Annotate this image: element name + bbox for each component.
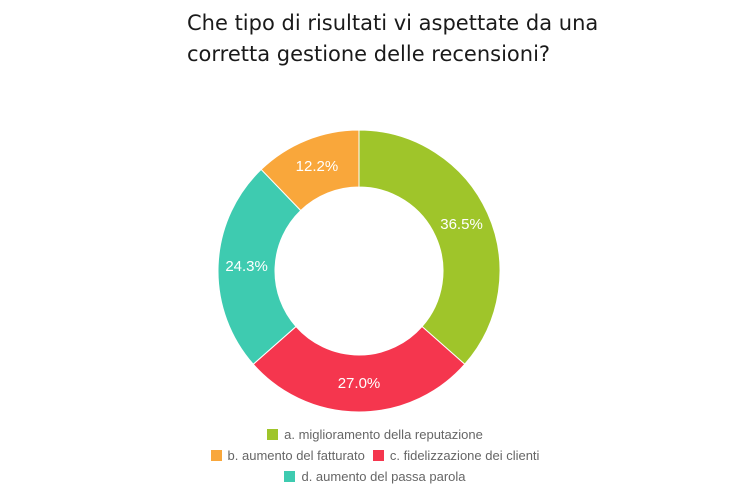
- legend-label: b. aumento del fatturato: [227, 448, 365, 463]
- legend-row-2: b. aumento del fatturato c. fidelizzazion…: [0, 445, 750, 466]
- chart-title: Che tipo di risultati vi aspettate da un…: [187, 8, 707, 70]
- donut-labels: 36.5% 27.0% 24.3% 12.2%: [225, 158, 482, 392]
- legend-swatch: [210, 450, 222, 461]
- donut-slice-fidelizzazione-dei-clienti[interactable]: [252, 325, 466, 413]
- donut-slice-aumento-del-passa-parola[interactable]: [217, 168, 302, 365]
- legend-swatch: [372, 450, 384, 461]
- donut-label-aumento-del-fatturato: 12.2%: [296, 158, 339, 175]
- legend-swatch: [284, 471, 296, 482]
- chart-title-line-2: corretta gestione delle recensioni?: [187, 42, 551, 66]
- donut-label-fidelizzazione-dei-clienti: 27.0%: [338, 375, 381, 392]
- legend-item-miglioramento-della-reputazione[interactable]: a. miglioramento della reputazione: [267, 427, 483, 442]
- donut-label-miglioramento-della-reputazione: 36.5%: [440, 216, 483, 233]
- legend-label: a. miglioramento della reputazione: [284, 427, 483, 442]
- chart-legend: a. miglioramento della reputazione b. aum…: [0, 424, 750, 487]
- donut-slices: [217, 129, 501, 413]
- legend-item-aumento-del-fatturato[interactable]: b. aumento del fatturato: [210, 448, 365, 463]
- legend-swatch: [267, 429, 279, 440]
- donut-label-aumento-del-passa-parola: 24.3%: [225, 258, 268, 275]
- donut-slice-miglioramento-della-reputazione[interactable]: [358, 129, 501, 365]
- donut-chart: 36.5% 27.0% 24.3% 12.2%: [217, 129, 501, 413]
- chart-title-line-1: Che tipo di risultati vi aspettate da un…: [187, 11, 599, 35]
- legend-label: d. aumento del passa parola: [301, 469, 466, 484]
- legend-row-1: a. miglioramento della reputazione: [0, 424, 750, 445]
- legend-row-3: d. aumento del passa parola: [0, 466, 750, 487]
- legend-label: c. fidelizzazione dei clienti: [389, 448, 540, 463]
- legend-item-fidelizzazione-dei-clienti[interactable]: c. fidelizzazione dei clienti: [372, 448, 540, 463]
- donut-slice-aumento-del-fatturato[interactable]: [260, 129, 360, 212]
- legend-item-aumento-del-passa-parola[interactable]: d. aumento del passa parola: [284, 469, 466, 484]
